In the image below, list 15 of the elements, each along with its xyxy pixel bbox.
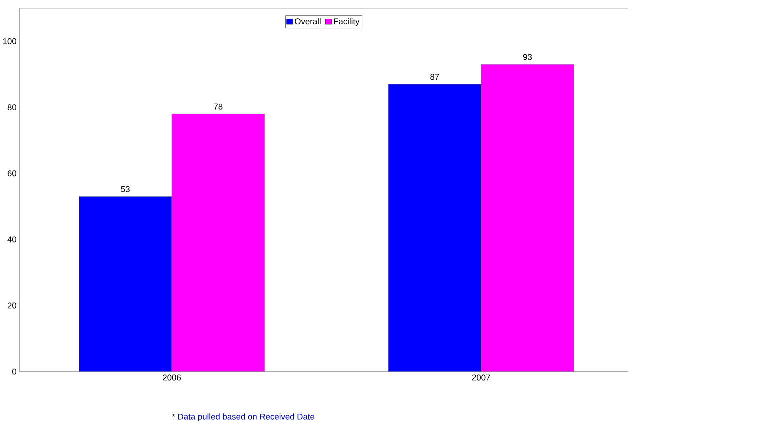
legend-label: Overall bbox=[295, 18, 321, 25]
data-label: 87 bbox=[430, 74, 440, 80]
text: * Data pulled based on Received Date bbox=[172, 414, 315, 422]
legend-label: Facility bbox=[334, 18, 360, 26]
data-label: 53 bbox=[121, 186, 130, 192]
x-tick-label: 2007 bbox=[472, 374, 490, 381]
y-tick-label: 20 bbox=[8, 302, 17, 309]
y-tick-label: 80 bbox=[8, 104, 17, 110]
y-tick-label: 60 bbox=[8, 170, 17, 177]
data-label: 78 bbox=[214, 104, 223, 110]
y-tick-label: 100 bbox=[3, 38, 17, 44]
data-label: 93 bbox=[523, 54, 532, 60]
y-tick-label: 0 bbox=[12, 368, 17, 375]
x-tick-label: 2006 bbox=[163, 374, 182, 381]
y-tick-label: 40 bbox=[8, 236, 17, 243]
